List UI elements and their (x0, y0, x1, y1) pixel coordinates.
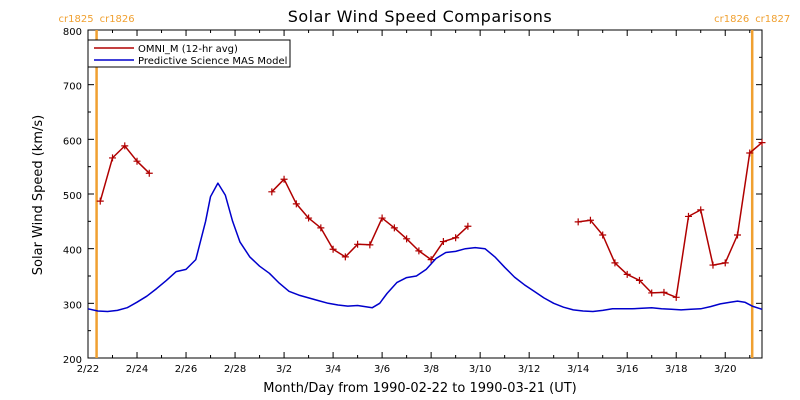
data-point-omni (758, 139, 766, 147)
legend: OMNI_M (12-hr avg) Predictive Science MA… (87, 39, 291, 68)
data-point-omni (464, 222, 472, 230)
y-tick-label: 500 (63, 191, 82, 202)
data-point-omni (403, 235, 411, 243)
data-point-omni (133, 157, 141, 165)
series-line-omni (578, 142, 763, 299)
data-point-omni (280, 175, 288, 183)
x-tick-label: 2/26 (175, 364, 197, 375)
x-tick-label: 3/12 (518, 364, 540, 375)
data-point-omni (317, 224, 325, 232)
carrington-label-left: cr1826 (714, 14, 749, 25)
data-point-omni (390, 224, 398, 232)
carrington-markers: cr1825 cr1826 cr1826 cr1827 (59, 14, 790, 358)
data-point-omni (586, 216, 594, 224)
x-tick-label: 2/22 (77, 364, 99, 375)
data-point-omni (599, 231, 607, 239)
data-point-omni (574, 218, 582, 226)
y-axis-label: Solar Wind Speed (km/s) (31, 115, 46, 275)
data-point-omni (439, 238, 447, 246)
x-tick-label: 2/24 (126, 364, 148, 375)
data-point-omni (648, 289, 656, 297)
x-tick-label: 3/14 (567, 364, 589, 375)
y-tick-label: 300 (63, 300, 82, 311)
data-point-omni (733, 231, 741, 239)
data-point-omni (96, 197, 104, 205)
data-point-omni (121, 142, 129, 150)
data-point-omni (746, 149, 754, 157)
x-axis-label: Month/Day from 1990-02-22 to 1990-03-21 … (263, 381, 576, 396)
y-tick-label: 700 (63, 82, 82, 93)
x-tick-label: 2/28 (224, 364, 246, 375)
data-point-omni (415, 247, 423, 255)
data-point-omni (292, 200, 300, 208)
x-tick-label: 3/18 (665, 364, 687, 375)
series-layer (87, 139, 766, 313)
data-point-omni (378, 214, 386, 222)
legend-label-mas: Predictive Science MAS Model (138, 56, 287, 67)
x-tick-label: 3/20 (714, 364, 736, 375)
data-point-omni (366, 241, 374, 249)
axes-layer: 200 300 400 500 600 700 800 2/22 2/24 2/26 2/28 3/2… (63, 27, 763, 375)
x-tick-label: 3/8 (423, 364, 439, 375)
data-point-omni (452, 234, 460, 242)
legend-label-omni: OMNI_M (12-hr avg) (138, 44, 238, 55)
data-point-omni (660, 288, 668, 296)
carrington-label-left: cr1825 (59, 14, 94, 25)
data-point-omni (305, 214, 313, 222)
y-tick-label: 600 (63, 136, 82, 147)
series-line-omni (99, 145, 150, 202)
data-point-omni (145, 169, 153, 177)
data-point-omni (721, 259, 729, 267)
data-point-omni (672, 293, 680, 301)
y-tick-label: 200 (63, 355, 82, 366)
x-tick-label: 3/6 (374, 364, 390, 375)
data-point-omni (611, 259, 619, 267)
y-tick-label: 800 (63, 27, 82, 38)
data-point-omni (354, 240, 362, 248)
data-point-omni (709, 261, 717, 269)
x-tick-label: 3/16 (616, 364, 638, 375)
x-tick-label: 3/2 (276, 364, 292, 375)
data-point-omni (341, 253, 349, 261)
legend-box (87, 39, 291, 68)
x-tick-label: 3/10 (469, 364, 491, 375)
data-point-omni (635, 276, 643, 284)
series-line-mas (87, 182, 763, 313)
data-point-omni (623, 270, 631, 278)
data-point-omni (109, 154, 117, 162)
data-point-omni (684, 212, 692, 220)
chart-title: Solar Wind Speed Comparisons (288, 7, 553, 26)
data-point-omni (697, 206, 705, 214)
y-tick-label: 400 (63, 246, 82, 257)
data-point-omni (268, 188, 276, 196)
carrington-label-right: cr1827 (755, 14, 790, 25)
data-point-omni (329, 245, 337, 253)
x-tick-label: 3/4 (325, 364, 341, 375)
data-point-omni (427, 256, 435, 264)
carrington-label-right: cr1826 (100, 14, 135, 25)
